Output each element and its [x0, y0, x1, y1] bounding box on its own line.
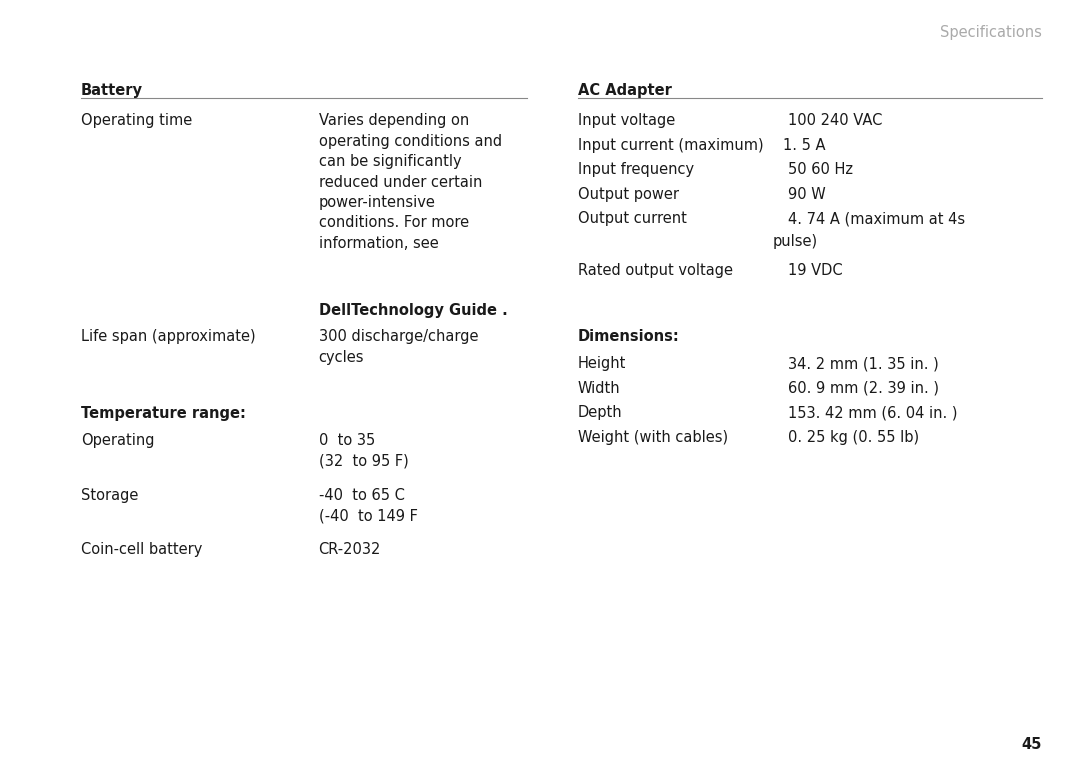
Text: AC Adapter: AC Adapter [578, 83, 672, 98]
Text: Input current (maximum): Input current (maximum) [578, 138, 764, 153]
Text: Rated output voltage: Rated output voltage [578, 263, 733, 278]
Text: Height: Height [578, 356, 626, 372]
Text: Width: Width [578, 381, 620, 396]
Text: CR-2032: CR-2032 [319, 542, 381, 557]
Text: Input frequency: Input frequency [578, 162, 694, 178]
Text: Coin-cell battery: Coin-cell battery [81, 542, 202, 557]
Text: Output power: Output power [578, 187, 679, 202]
Text: Temperature range:: Temperature range: [81, 406, 246, 421]
Text: 90 W: 90 W [788, 187, 826, 202]
Text: 0. 25 kg (0. 55 lb): 0. 25 kg (0. 55 lb) [788, 430, 919, 445]
Text: 34. 2 mm (1. 35 in. ): 34. 2 mm (1. 35 in. ) [788, 356, 940, 372]
Text: 4. 74 A (maximum at 4s: 4. 74 A (maximum at 4s [788, 211, 966, 227]
Text: 60. 9 mm (2. 39 in. ): 60. 9 mm (2. 39 in. ) [788, 381, 940, 396]
Text: 153. 42 mm (6. 04 in. ): 153. 42 mm (6. 04 in. ) [788, 405, 958, 421]
Text: Output current: Output current [578, 211, 687, 227]
Text: -40  to 65 C
(-40  to 149 F: -40 to 65 C (-40 to 149 F [319, 488, 418, 523]
Text: Specifications: Specifications [941, 25, 1042, 41]
Text: Weight (with cables): Weight (with cables) [578, 430, 728, 445]
Text: Depth: Depth [578, 405, 622, 421]
Text: Life span (approximate): Life span (approximate) [81, 329, 256, 345]
Text: 19 VDC: 19 VDC [788, 263, 843, 278]
Text: 1. 5 A: 1. 5 A [783, 138, 825, 153]
Text: 0  to 35
(32  to 95 F): 0 to 35 (32 to 95 F) [319, 433, 408, 468]
Text: 50 60 Hz: 50 60 Hz [788, 162, 853, 178]
Text: Varies depending on
operating conditions and
can be significantly
reduced under : Varies depending on operating conditions… [319, 113, 502, 250]
Text: Dimensions:: Dimensions: [578, 329, 679, 345]
Text: pulse): pulse) [772, 234, 818, 249]
Text: 45: 45 [1022, 737, 1042, 752]
Text: Storage: Storage [81, 488, 138, 503]
Text: Operating time: Operating time [81, 113, 192, 129]
Text: Operating: Operating [81, 433, 154, 448]
Text: Input voltage: Input voltage [578, 113, 675, 129]
Text: DellTechnology Guide .: DellTechnology Guide . [319, 303, 508, 319]
Text: 100 240 VAC: 100 240 VAC [788, 113, 882, 129]
Text: 300 discharge/charge
cycles: 300 discharge/charge cycles [319, 329, 478, 365]
Text: Battery: Battery [81, 83, 143, 98]
